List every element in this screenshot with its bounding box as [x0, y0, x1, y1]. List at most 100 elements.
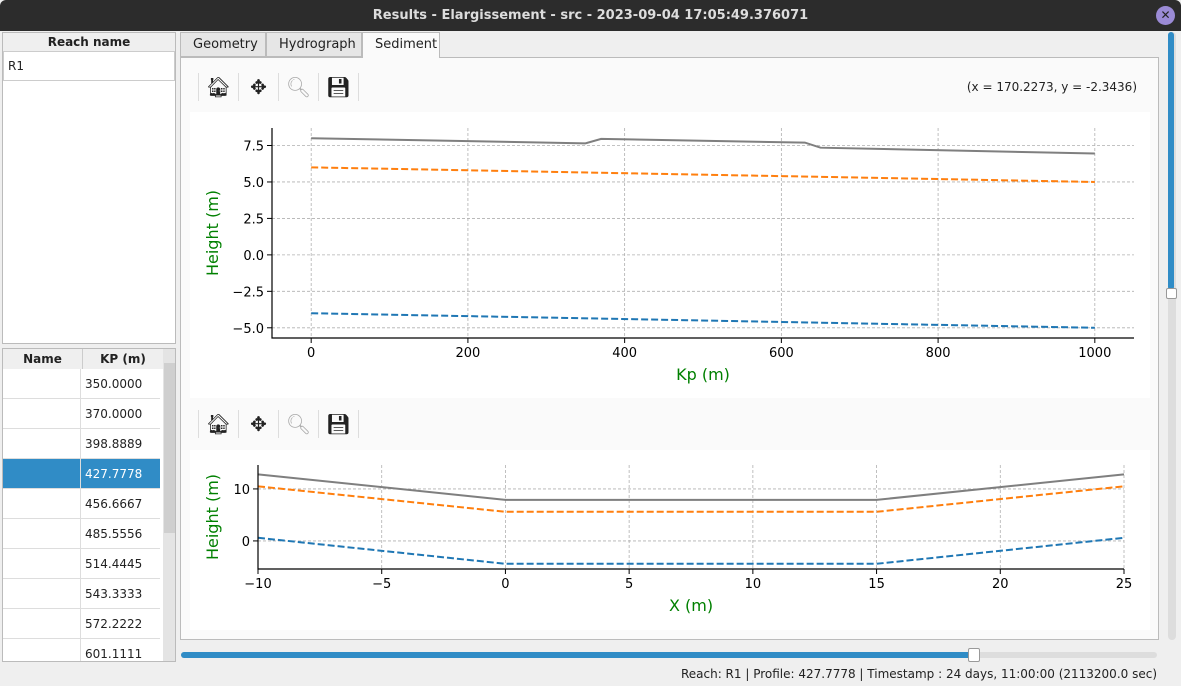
save-button[interactable]: 💾︎	[318, 410, 358, 438]
home-icon: 🏠︎	[205, 412, 232, 436]
x-tick-label: 0	[307, 346, 315, 361]
series-line-1	[311, 166, 1095, 183]
reach-list-header: Reach name	[3, 33, 175, 51]
pan-icon: ✥	[250, 75, 267, 99]
cell-kp: 601.1111	[85, 647, 143, 661]
tab-geometry[interactable]: Geometry	[180, 32, 266, 57]
x-tick-label: 0	[501, 577, 509, 592]
x-tick-label: 400	[612, 346, 637, 361]
home-button[interactable]: 🏠︎	[198, 73, 238, 101]
cell-kp: 572.2222	[85, 617, 143, 631]
cell-kp: 456.6667	[85, 497, 143, 511]
axes	[271, 128, 1134, 339]
x-tick-label: 10	[745, 577, 762, 592]
cell-name	[3, 369, 81, 398]
vertical-scrollbar[interactable]	[1166, 32, 1177, 640]
table-row[interactable]: 601.1111	[3, 639, 160, 661]
scroll-handle[interactable]	[1166, 288, 1177, 299]
reach-item[interactable]: R1	[3, 51, 175, 81]
series-line-1	[257, 485, 1125, 513]
zoom-icon: 🔍︎	[285, 412, 312, 436]
save-icon: 💾︎	[325, 75, 352, 99]
cell-kp: 398.8889	[85, 437, 143, 451]
window-title: Results - Elargissement - src - 2023-09-…	[372, 8, 809, 23]
cell-name	[3, 549, 81, 578]
table-row[interactable]: 456.6667	[3, 489, 160, 519]
tab-hydrograph[interactable]: Hydrograph	[266, 32, 362, 57]
table-row[interactable]: 543.3333	[3, 579, 160, 609]
table-scrollbar[interactable]	[163, 349, 175, 661]
save-button[interactable]: 💾︎	[318, 73, 358, 101]
x-tick-label: 25	[1116, 577, 1133, 592]
pan-button[interactable]: ✥	[238, 410, 278, 438]
pan-button[interactable]: ✥	[238, 73, 278, 101]
table-row[interactable]: 350.0000	[3, 369, 160, 399]
status-bar: Reach: R1 | Profile: 427.7778 | Timestam…	[680, 667, 1157, 681]
x-tick-label: 800	[926, 346, 951, 361]
y-tick-label: 7.5	[243, 140, 264, 155]
slider-handle[interactable]	[968, 648, 980, 662]
toolbar-top: 🏠︎ ✥ 🔍︎ 💾︎	[198, 73, 360, 101]
cell-name	[3, 429, 81, 458]
table-row[interactable]: 427.7778	[3, 459, 160, 489]
y-tick-label: 2.5	[243, 212, 264, 227]
cell-name	[3, 639, 81, 661]
series-line-0	[257, 473, 1125, 501]
cell-kp: 485.5556	[85, 527, 143, 541]
table-row[interactable]: 370.0000	[3, 399, 160, 429]
x-tick-label: 20	[992, 577, 1009, 592]
profile-table[interactable]: Name KP (m) 350.0000 370.0000 398.8889 427.…	[2, 348, 176, 662]
y-axis-label: Height (m)	[203, 190, 222, 276]
cell-kp: 370.0000	[85, 407, 143, 421]
tab-sediment[interactable]: Sediment	[362, 32, 440, 58]
table-row[interactable]: 398.8889	[3, 429, 160, 459]
series-line-2	[311, 312, 1095, 329]
zoom-button[interactable]: 🔍︎	[278, 410, 318, 438]
timestamp-slider[interactable]	[181, 648, 1157, 662]
cell-name	[3, 609, 81, 638]
cursor-coordinates: (x = 170.2273, y = -2.3436)	[966, 80, 1137, 94]
cell-kp: 427.7778	[85, 467, 143, 481]
table-row[interactable]: 485.5556	[3, 519, 160, 549]
cell-name	[3, 519, 81, 548]
y-tick-label: 10	[233, 483, 250, 498]
x-axis-label: X (m)	[669, 596, 713, 615]
x-tick-label: −10	[244, 577, 271, 592]
table-row[interactable]: 572.2222	[3, 609, 160, 639]
y-tick-label: 0.0	[243, 249, 264, 264]
close-button[interactable]: ✕	[1156, 6, 1175, 25]
column-header-kp[interactable]: KP (m)	[83, 349, 163, 369]
y-tick-label: −2.5	[232, 285, 264, 300]
axes	[257, 465, 1124, 570]
table-row[interactable]: 514.4445	[3, 549, 160, 579]
cell-kp: 543.3333	[85, 587, 143, 601]
cell-kp: 514.4445	[85, 557, 143, 571]
cell-name	[3, 399, 81, 428]
toolbar-bottom: 🏠︎ ✥ 🔍︎ 💾︎	[198, 410, 360, 438]
y-tick-label: 0	[242, 535, 250, 550]
zoom-icon: 🔍︎	[285, 75, 312, 99]
cell-kp: 350.0000	[85, 377, 143, 391]
cell-name	[3, 579, 81, 608]
series-line-2	[257, 536, 1125, 565]
longitudinal-profile-chart[interactable]: 0 200 400 600 800 1000 −5.0 −2.5 0.0 2.5 5.0 7.5 Kp …	[190, 112, 1150, 398]
home-icon: 🏠︎	[205, 75, 232, 99]
x-tick-label: 600	[769, 346, 794, 361]
home-button[interactable]: 🏠︎	[198, 410, 238, 438]
cross-section-chart[interactable]: −10 −5 0 5 10 15 20 25 0 10 X (m) Height (m)	[190, 450, 1150, 630]
x-tick-label: 1000	[1078, 346, 1111, 361]
save-icon: 💾︎	[325, 412, 352, 436]
reach-list[interactable]: Reach name R1	[2, 32, 176, 344]
title-bar: Results - Elargissement - src - 2023-09-…	[0, 0, 1181, 31]
cell-name	[3, 489, 81, 518]
zoom-button[interactable]: 🔍︎	[278, 73, 318, 101]
y-tick-label: 5.0	[243, 176, 264, 191]
pan-icon: ✥	[250, 412, 267, 436]
y-tick-label: −5.0	[232, 322, 264, 337]
cell-name	[3, 459, 81, 488]
x-tick-label: −5	[372, 577, 391, 592]
x-tick-label: 200	[455, 346, 480, 361]
series-line-0	[311, 137, 1095, 155]
column-header-name[interactable]: Name	[3, 349, 83, 369]
x-tick-label: 5	[625, 577, 633, 592]
